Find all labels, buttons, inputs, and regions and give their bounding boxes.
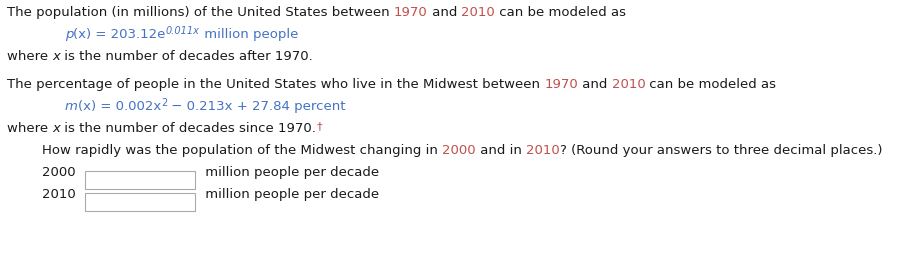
Text: 2: 2 [161,98,167,108]
Text: and in: and in [476,144,526,157]
Text: 1970: 1970 [544,78,578,91]
Text: and: and [578,78,612,91]
Text: 2000: 2000 [442,144,476,157]
Text: How rapidly was the population of the Midwest changing in: How rapidly was the population of the Mi… [42,144,442,157]
Text: where: where [7,50,52,63]
Text: can be modeled as: can be modeled as [645,78,777,91]
Text: The population (in millions) of the United States between: The population (in millions) of the Unit… [7,6,394,19]
Text: can be modeled as: can be modeled as [495,6,626,19]
Text: †: † [317,121,323,131]
Text: 2000: 2000 [42,166,76,179]
FancyBboxPatch shape [85,193,195,211]
Text: 2010: 2010 [526,144,560,157]
Text: ? (Round your answers to three decimal places.): ? (Round your answers to three decimal p… [560,144,882,157]
Text: 2010: 2010 [461,6,495,19]
FancyBboxPatch shape [85,171,195,189]
Text: x: x [52,122,60,135]
Text: (x) = 0.002x: (x) = 0.002x [78,100,161,113]
Text: p: p [65,28,74,41]
Text: x: x [52,50,60,63]
Text: million people per decade: million people per decade [201,188,379,201]
Text: million people per decade: million people per decade [201,166,379,179]
Text: where: where [7,122,52,135]
Text: 2010: 2010 [42,188,76,201]
Text: 1970: 1970 [394,6,428,19]
Text: is the number of decades after 1970.: is the number of decades after 1970. [60,50,313,63]
Text: 2010: 2010 [612,78,645,91]
Text: − 0.213x + 27.84 percent: − 0.213x + 27.84 percent [167,100,346,113]
Text: million people: million people [200,28,298,41]
Text: (x) = 203.12e: (x) = 203.12e [74,28,166,41]
Text: The percentage of people in the United States who live in the Midwest between: The percentage of people in the United S… [7,78,544,91]
Text: m: m [65,100,78,113]
Text: and: and [428,6,461,19]
Text: is the number of decades since 1970.: is the number of decades since 1970. [60,122,316,135]
Text: 0.011x: 0.011x [166,26,200,36]
